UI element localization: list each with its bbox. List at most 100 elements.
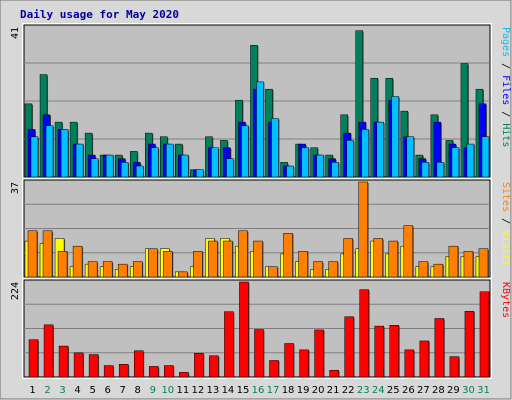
bar-sites-day-19 — [298, 251, 308, 278]
bar-pages-day-2 — [45, 125, 54, 178]
bar-kbytes-day-3 — [58, 345, 69, 378]
legend-pages: Pages — [500, 27, 511, 57]
bar-pages-day-30 — [466, 143, 475, 178]
bar-pages-day-28 — [436, 162, 445, 178]
panel-ymax-label: 224 — [10, 282, 21, 300]
x-tick-label: 3 — [59, 385, 65, 396]
bar-kbytes-day-12 — [194, 353, 204, 378]
panel-hits-files-pages: 41 Pages / Files / Hits — [10, 23, 511, 179]
bar-sites-day-30 — [463, 251, 474, 278]
legend-separator: / — [500, 57, 511, 75]
bar-pages-day-12 — [196, 169, 204, 178]
bar-pages-day-19 — [301, 147, 309, 178]
bar-sites-day-15 — [238, 230, 248, 278]
bar-sites-day-25 — [388, 240, 399, 278]
bar-kbytes-day-6 — [103, 365, 114, 378]
bar-sites-day-14 — [223, 240, 233, 278]
bar-sites-day-31 — [478, 248, 489, 278]
x-tick-label: 8 — [135, 385, 141, 396]
bar-sites-day-29 — [448, 245, 459, 278]
x-tick-label: 29 — [447, 385, 460, 396]
x-tick-label: 11 — [176, 385, 189, 396]
bar-pages-day-6 — [105, 154, 114, 178]
x-tick-label: 20 — [312, 385, 325, 396]
bar-kbytes-day-7 — [118, 364, 129, 378]
x-tick-label: 5 — [89, 385, 95, 396]
bar-kbytes-day-27 — [419, 340, 430, 378]
bar-kbytes-day-29 — [449, 356, 460, 378]
bar-kbytes-day-4 — [73, 352, 84, 378]
bar-sites-day-7 — [117, 263, 128, 278]
bar-sites-day-18 — [283, 233, 293, 278]
panel-series-legend: Pages / Files / Hits — [500, 27, 511, 147]
bar-pages-day-14 — [226, 158, 234, 178]
bar-pages-day-25 — [391, 96, 400, 178]
x-tick-label: 13 — [207, 385, 220, 396]
bar-sites-day-13 — [208, 240, 218, 278]
x-tick-label: 26 — [402, 385, 415, 396]
x-tick-label: 7 — [120, 385, 126, 396]
bar-kbytes-day-13 — [209, 355, 219, 378]
bar-sites-day-2 — [42, 230, 53, 278]
bar-sites-day-12 — [193, 251, 203, 278]
x-tick-label: 31 — [477, 385, 490, 396]
bar-sites-day-10 — [163, 251, 173, 278]
bar-kbytes-day-2 — [43, 324, 54, 378]
bar-pages-day-27 — [421, 162, 430, 178]
bar-kbytes-day-23 — [359, 289, 369, 378]
bar-sites-day-16 — [253, 240, 263, 278]
bar-sites-day-9 — [148, 248, 158, 278]
bar-pages-day-18 — [286, 165, 294, 178]
bar-pages-day-22 — [346, 140, 354, 178]
panel-kbytes: 224 KBytes — [10, 278, 511, 379]
x-tick-label: 24 — [372, 385, 385, 396]
bar-pages-day-17 — [271, 118, 279, 178]
bar-kbytes-day-26 — [404, 349, 415, 378]
panel-series-legend: KBytes — [500, 282, 511, 318]
bar-sites-day-1 — [27, 230, 38, 278]
x-tick-label: 6 — [104, 385, 110, 396]
legend-separator: / — [500, 212, 511, 230]
x-tick-label: 27 — [417, 385, 430, 396]
bar-kbytes-day-20 — [314, 329, 324, 378]
x-tick-label: 18 — [282, 385, 295, 396]
bar-sites-day-4 — [72, 245, 83, 278]
bar-pages-day-8 — [135, 165, 144, 178]
x-tick-label: 12 — [192, 385, 205, 396]
x-tick-label: 1 — [29, 385, 35, 396]
bar-kbytes-day-17 — [269, 360, 279, 378]
x-tick-label: 2 — [44, 385, 50, 396]
bar-kbytes-day-15 — [239, 281, 249, 378]
x-tick-label: 19 — [297, 385, 310, 396]
bar-kbytes-day-18 — [284, 343, 294, 378]
bar-kbytes-day-9 — [149, 366, 159, 378]
bar-kbytes-day-5 — [88, 354, 99, 378]
bar-pages-day-1 — [30, 136, 39, 178]
panel-ymax-label: 41 — [10, 27, 21, 39]
x-tick-label: 10 — [161, 385, 174, 396]
bar-pages-day-4 — [75, 143, 84, 178]
bar-kbytes-day-19 — [299, 349, 309, 378]
x-tick-label: 21 — [327, 385, 340, 396]
bar-pages-day-24 — [376, 121, 384, 178]
bar-pages-day-7 — [120, 162, 129, 178]
x-tick-label: 28 — [432, 385, 445, 396]
bar-sites-day-11 — [178, 271, 188, 278]
x-tick-label: 25 — [387, 385, 400, 396]
panel-series-legend: Sites / Visits — [500, 182, 511, 266]
bar-sites-day-24 — [373, 238, 383, 278]
bar-sites-day-20 — [313, 261, 323, 278]
bar-kbytes-day-24 — [374, 325, 384, 378]
bar-pages-day-10 — [166, 143, 174, 178]
bar-pages-day-3 — [60, 129, 69, 178]
bar-sites-day-26 — [403, 225, 414, 278]
legend-visits: Visits — [500, 230, 511, 266]
bar-kbytes-day-22 — [344, 316, 354, 378]
bar-pages-day-31 — [481, 136, 490, 178]
bar-pages-day-29 — [451, 147, 460, 178]
x-tick-label: 22 — [342, 385, 355, 396]
x-tick-label: 30 — [462, 385, 475, 396]
legend-files: Files — [500, 75, 511, 105]
bar-kbytes-day-8 — [133, 350, 144, 378]
